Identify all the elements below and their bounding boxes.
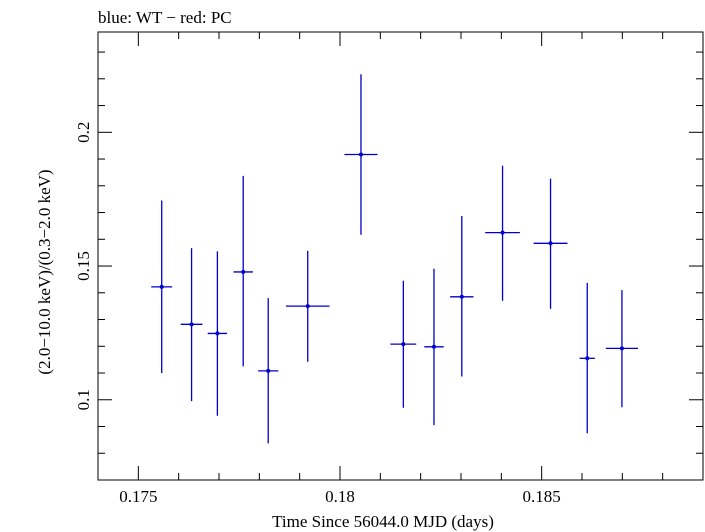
point-marker [266,368,271,373]
point-marker [241,269,246,274]
y-axis-label: (2.0−10.0 keV)/(0.3−2.0 keV) [35,169,54,374]
point-marker [189,322,194,327]
x-axis-label: Time Since 56044.0 MJD (days) [272,512,494,531]
data-point [233,175,253,367]
data-point [344,74,378,235]
data-point [424,268,444,426]
chart-title: blue: WT − red: PC [98,8,232,27]
point-marker [548,241,553,246]
x-tick-labels: 0.175 0.18 0.185 [119,487,561,506]
y-tick-label: 0.2 [74,122,93,143]
point-marker [401,342,406,347]
y-tick-label: 0.1 [74,389,93,410]
data-point [151,200,173,374]
data-point [285,250,330,362]
point-marker [159,284,164,289]
plot-frame [97,31,704,481]
data-point [258,298,279,444]
data-point [533,178,568,309]
data-points [151,74,639,444]
x-tick-label: 0.18 [325,487,355,506]
point-marker [431,344,436,349]
point-marker [500,230,505,235]
y-tick-labels: 0.1 0.15 0.2 [74,122,93,411]
data-point [450,216,474,377]
point-marker [215,331,220,336]
data-point [390,280,417,408]
point-marker [358,152,363,157]
x-tick-label: 0.185 [523,487,561,506]
data-point [579,282,595,434]
data-point [180,248,203,402]
data-point [207,251,228,416]
y-tick-label: 0.15 [74,251,93,281]
point-marker [585,356,590,361]
point-marker [459,294,464,299]
point-marker [305,304,310,309]
data-point [485,165,520,301]
axis-ticks [97,32,704,481]
x-tick-label: 0.175 [119,487,157,506]
data-point [605,290,639,408]
point-marker [619,346,624,351]
